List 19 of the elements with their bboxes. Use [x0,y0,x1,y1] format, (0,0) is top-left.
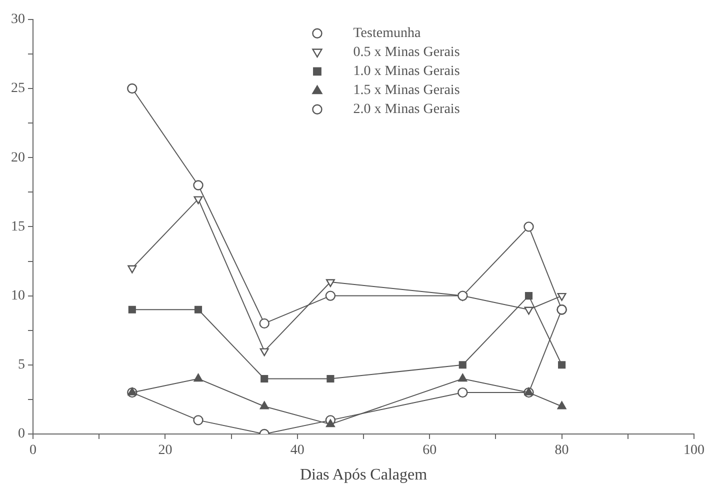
x-axis-title: Dias Após Calagem [300,466,428,484]
legend-label: 2.0 x Minas Gerais [353,102,460,118]
y-tick-label: 10 [11,288,25,304]
x-tick-label: 0 [30,443,36,458]
y-tick-label: 20 [11,150,25,166]
y-tick-label: 0 [18,426,25,442]
y-tick-label: 5 [18,358,25,373]
x-tick-label: 100 [684,443,704,458]
x-tick-label: 60 [422,443,437,458]
legend-label: 0.5 x Minas Gerais [353,45,460,60]
x-tick-label: 80 [554,443,569,458]
y-tick-label: 15 [11,219,25,234]
x-tick-label: 20 [158,443,172,458]
y-tick-label: 30 [11,12,25,28]
legend-label: 1.5 x Minas Gerais [353,83,460,98]
legend-label: Testemunha [353,26,422,42]
legend-label: 1.0 x Minas Gerais [353,64,460,80]
y-tick-label: 25 [11,81,25,96]
x-tick-label: 40 [290,443,304,458]
